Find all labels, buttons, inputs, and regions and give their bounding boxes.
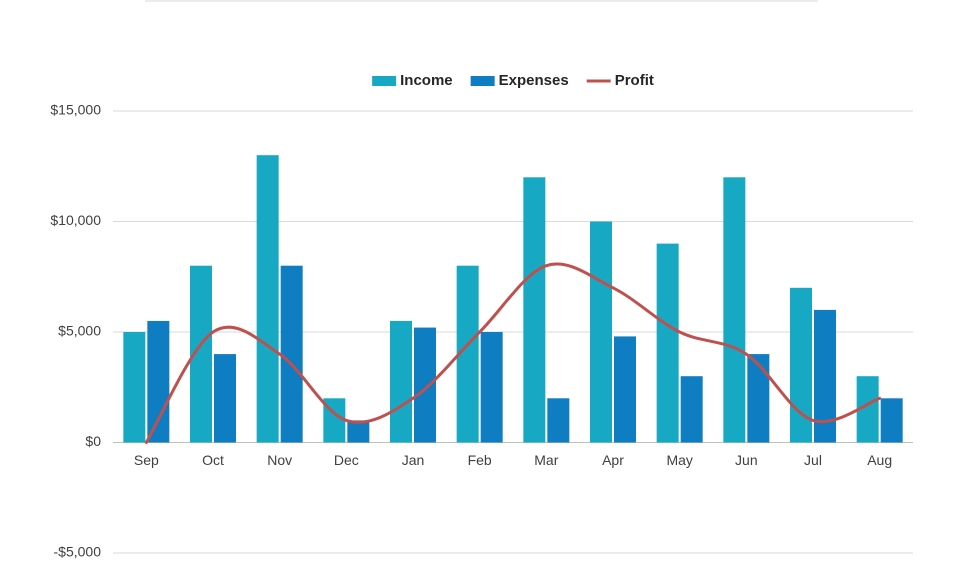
x-tick-label: Feb	[468, 452, 492, 468]
legend: Income Expenses Profit	[372, 72, 654, 89]
x-tick-label: Nov	[267, 452, 292, 468]
bar	[814, 309, 836, 443]
bar	[256, 155, 279, 443]
bar	[723, 177, 746, 443]
y-tick-label: $0	[85, 433, 101, 449]
bar	[523, 177, 546, 443]
bar	[414, 327, 436, 443]
x-tick-label: May	[666, 452, 692, 468]
legend-swatch	[372, 76, 397, 86]
bar	[856, 376, 879, 443]
bar	[680, 376, 703, 443]
bar	[123, 332, 146, 443]
bar	[880, 398, 903, 443]
y-tick-label: $15,000	[50, 102, 101, 118]
x-tick-label: Apr	[602, 452, 624, 468]
x-tick-label: Sep	[134, 452, 159, 468]
x-tick-label: Aug	[867, 452, 892, 468]
x-tick-label: Jul	[804, 452, 822, 468]
bar	[590, 221, 612, 443]
profit-line	[144, 262, 882, 444]
bar	[480, 332, 503, 443]
y-tick-label: $10,000	[50, 212, 101, 228]
y-tick-label: $5,000	[58, 323, 101, 339]
bar	[214, 354, 236, 443]
x-tick-label: Dec	[334, 452, 359, 468]
bar	[747, 354, 770, 443]
bar	[190, 265, 212, 443]
x-tick-label: Oct	[202, 452, 224, 468]
x-tick-label: Jan	[402, 452, 425, 468]
bar	[614, 336, 636, 443]
x-tick-label: Jun	[735, 452, 758, 468]
bar	[456, 265, 479, 443]
y-tick-label: -$5,000	[54, 544, 102, 560]
bar	[547, 398, 570, 443]
legend-label: Expenses	[499, 72, 569, 89]
x-tick-label: Mar	[534, 452, 558, 468]
bar	[147, 320, 170, 443]
bar	[390, 320, 412, 443]
bar	[280, 265, 303, 443]
bar	[790, 287, 812, 443]
bar	[656, 243, 679, 443]
legend-swatch	[470, 76, 495, 86]
legend-label: Profit	[615, 72, 654, 89]
bar	[347, 420, 370, 443]
legend-label: Income	[400, 72, 453, 89]
